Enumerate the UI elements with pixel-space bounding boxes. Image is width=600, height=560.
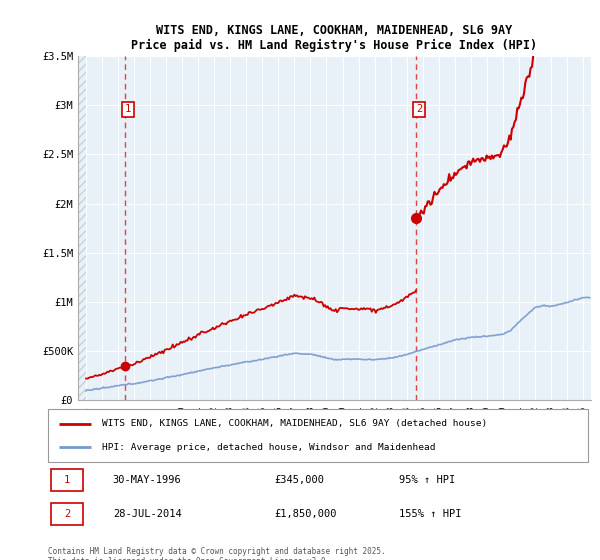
Text: Contains HM Land Registry data © Crown copyright and database right 2025.
This d: Contains HM Land Registry data © Crown c… [48, 547, 386, 560]
FancyBboxPatch shape [48, 409, 588, 462]
Text: £1,850,000: £1,850,000 [275, 509, 337, 519]
FancyBboxPatch shape [50, 503, 83, 525]
Text: £345,000: £345,000 [275, 475, 325, 485]
Text: 1: 1 [64, 475, 70, 485]
Text: 155% ↑ HPI: 155% ↑ HPI [399, 509, 461, 519]
Text: 2: 2 [416, 104, 422, 114]
Text: 1: 1 [125, 104, 131, 114]
FancyBboxPatch shape [50, 469, 83, 491]
Text: 95% ↑ HPI: 95% ↑ HPI [399, 475, 455, 485]
Text: 28-JUL-2014: 28-JUL-2014 [113, 509, 182, 519]
Text: 30-MAY-1996: 30-MAY-1996 [113, 475, 182, 485]
Text: HPI: Average price, detached house, Windsor and Maidenhead: HPI: Average price, detached house, Wind… [102, 442, 436, 451]
Title: WITS END, KINGS LANE, COOKHAM, MAIDENHEAD, SL6 9AY
Price paid vs. HM Land Regist: WITS END, KINGS LANE, COOKHAM, MAIDENHEA… [131, 24, 538, 52]
Text: WITS END, KINGS LANE, COOKHAM, MAIDENHEAD, SL6 9AY (detached house): WITS END, KINGS LANE, COOKHAM, MAIDENHEA… [102, 419, 487, 428]
Text: 2: 2 [64, 509, 70, 519]
